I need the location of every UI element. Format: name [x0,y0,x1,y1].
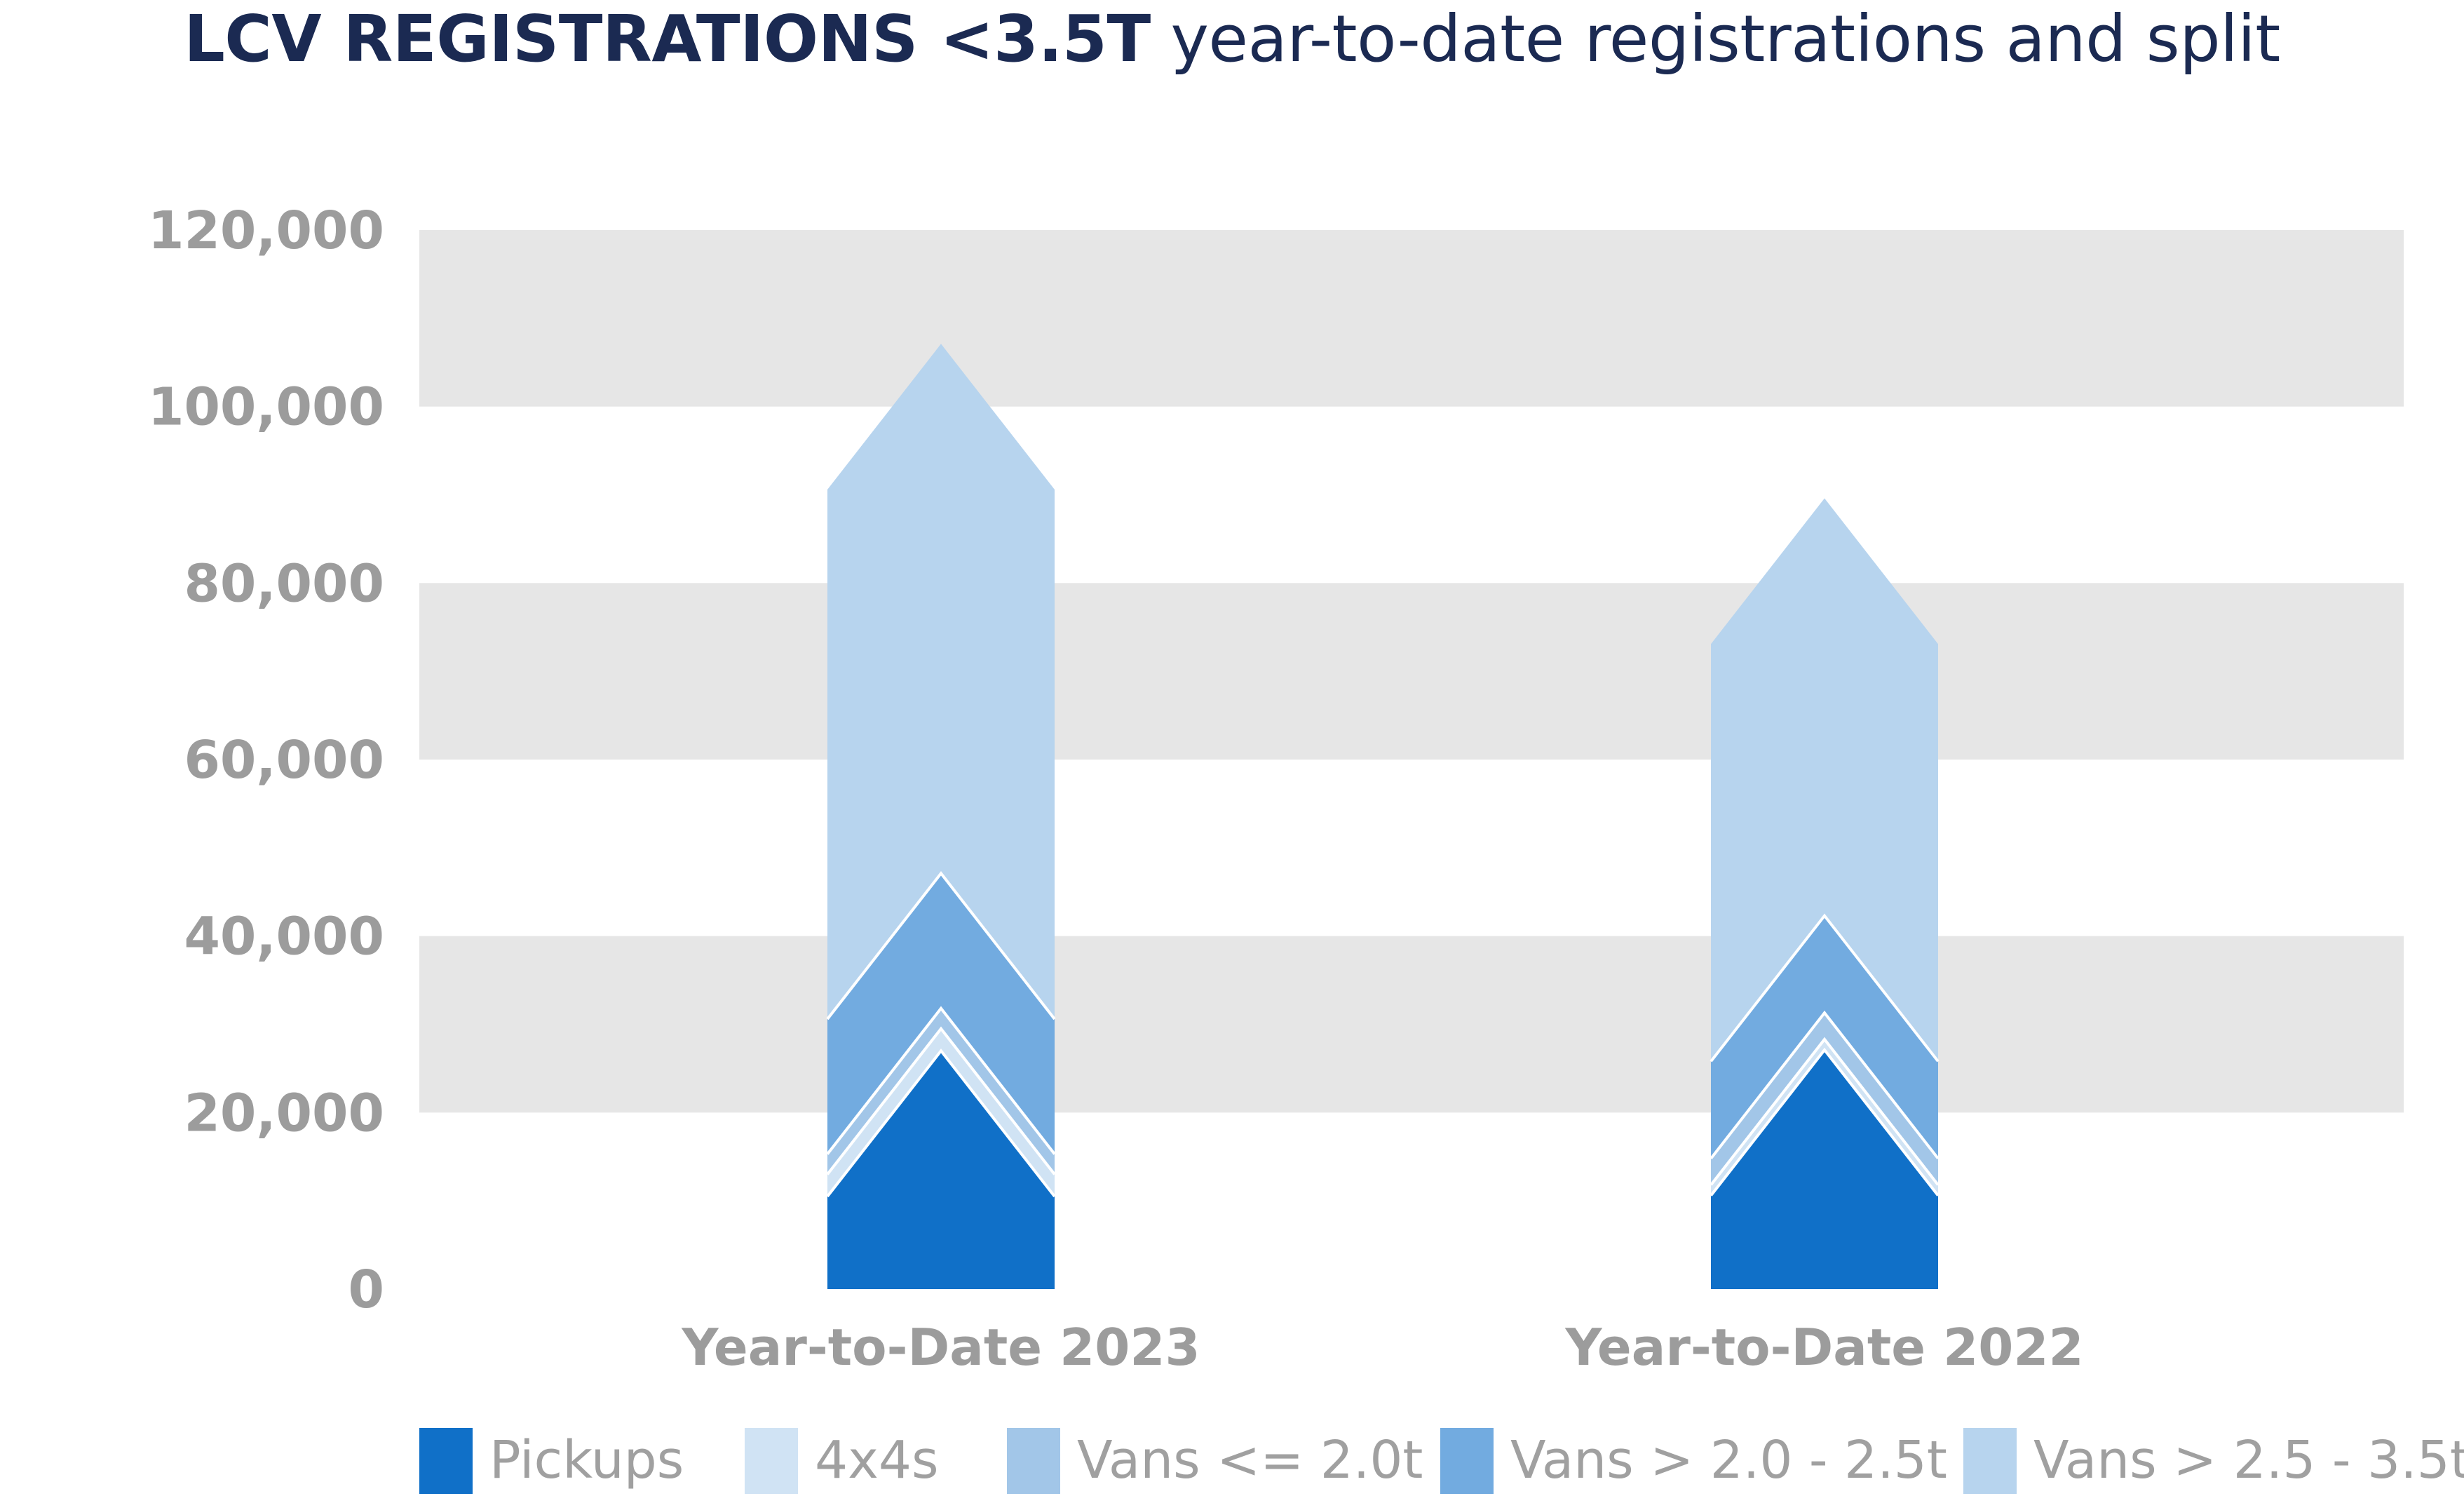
bar-segment [1711,915,1938,1159]
segment-separator [826,1006,1056,1155]
bars [826,344,1940,1289]
y-tick-label: 20,000 [184,1083,384,1143]
legend-swatch [1007,1428,1060,1494]
legend-label: Vans <= 2.0t [1077,1430,1423,1490]
grid-band [419,583,2404,760]
legend-label: Vans > 2.5 - 3.5t [2033,1430,2464,1490]
segment-separator [826,871,1056,1020]
grid-band [419,230,2404,407]
legend: Pickups 4x4s Vans <= 2.0t Vans > 2.0 - 2.5t… [419,1428,2464,1494]
legend-swatch [419,1428,473,1494]
chart-title: LCV REGISTRATIONS <3.5T year-to-date reg… [0,1,2464,76]
legend-swatch [745,1428,798,1494]
bar-segment [827,873,1055,1154]
grid-bands [419,230,2404,1113]
segment-separator [1710,1047,1940,1197]
y-tick-label: 120,000 [148,201,384,261]
chart-title-bold: LCV REGISTRATIONS <3.5T [184,1,1151,76]
segment-separator [826,1049,1056,1198]
x-category-label: Year-to-Date 2023 [681,1318,1200,1377]
legend-label: Vans > 2.0 - 2.5t [1510,1430,1947,1490]
y-axis-ticks: 0 20,000 40,000 60,000 80,000 100,000 120,000 [148,201,384,1320]
segment-separator [1710,913,1940,1063]
legend-swatch [1440,1428,1494,1494]
chart-title-light: year-to-date registrations and split [1170,1,2280,76]
y-tick-label: 0 [348,1260,385,1320]
y-tick-label: 40,000 [184,907,384,967]
legend-label: Pickups [489,1430,684,1490]
x-axis-labels: Year-to-Date 2023 Year-to-Date 2022 [681,1318,2083,1377]
grid-band [419,936,2404,1113]
y-tick-label: 80,000 [184,553,384,614]
bar-segment [1711,1050,1938,1289]
legend-swatch [1963,1428,2017,1494]
bar-segment [1711,498,1938,1062]
y-tick-label: 60,000 [184,730,384,790]
y-tick-label: 100,000 [148,377,384,438]
x-category-label: Year-to-Date 2022 [1564,1318,2083,1377]
bar-segment [827,1051,1055,1289]
segment-separator [1710,1010,1940,1160]
segment-separator [1710,1037,1940,1186]
bar-segment [827,344,1055,1019]
legend-label: 4x4s [815,1430,939,1490]
segment-separator [826,1026,1056,1175]
